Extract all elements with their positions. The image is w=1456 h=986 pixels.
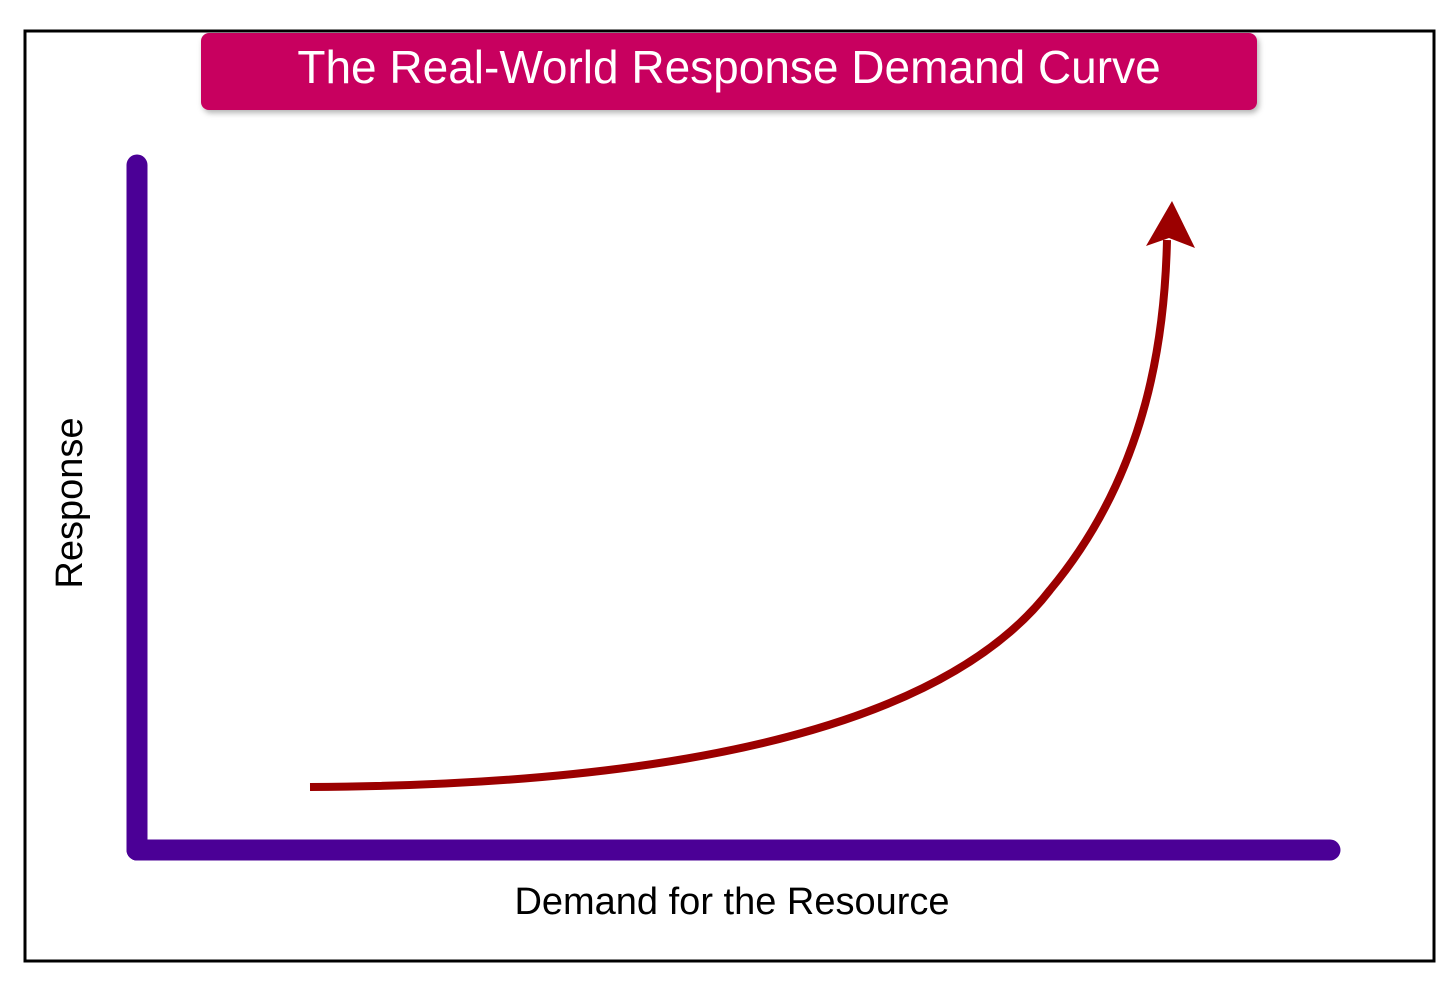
- y-axis-label: Response: [49, 417, 91, 588]
- frame: [23, 29, 1436, 963]
- arrowhead: [1146, 201, 1195, 248]
- title: The Real-World Response Demand Curve: [297, 41, 1160, 93]
- title-box: [201, 33, 1257, 110]
- curve: [309, 239, 1171, 791]
- x-axis-label: Demand for the Resource: [514, 881, 949, 923]
